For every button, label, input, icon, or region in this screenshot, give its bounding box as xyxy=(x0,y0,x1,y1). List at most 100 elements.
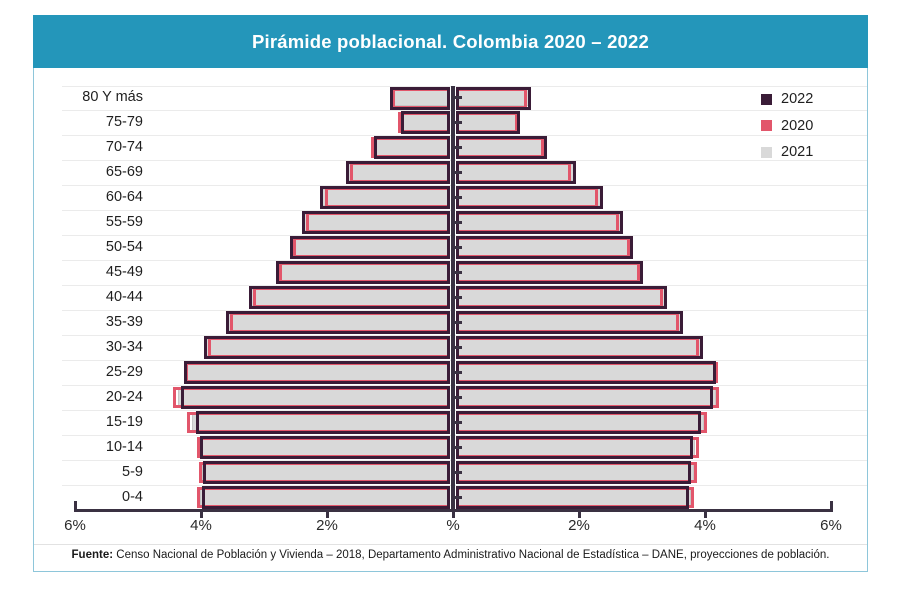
gridline xyxy=(62,360,867,362)
center-axis-tick xyxy=(455,196,462,200)
x-axis-tick xyxy=(703,511,707,518)
x-axis-tick xyxy=(451,511,455,518)
bar-2022-left-80 Y más xyxy=(390,86,450,110)
center-axis-line xyxy=(451,85,455,511)
bar-2022-right-5-9 xyxy=(456,461,691,485)
gridline xyxy=(62,85,867,87)
bar-2022-left-50-54 xyxy=(289,236,450,260)
center-axis-tick xyxy=(455,246,462,250)
bar-2022-right-0-4 xyxy=(456,486,690,510)
legend-item-2020: 2020 xyxy=(761,118,813,134)
x-axis-end-cap xyxy=(829,500,833,509)
bar-2022-left-5-9 xyxy=(203,461,450,485)
bar-2022-left-65-69 xyxy=(346,161,450,185)
gridline xyxy=(62,110,867,112)
age-label: 25-29 xyxy=(105,363,143,380)
bar-2022-right-75-79 xyxy=(456,111,521,135)
gridline xyxy=(62,160,867,162)
gridline xyxy=(62,285,867,287)
center-axis-tick xyxy=(455,421,462,425)
bar-2022-right-80 Y más xyxy=(456,86,531,110)
bar-2022-right-10-14 xyxy=(456,436,693,460)
age-label: 15-19 xyxy=(105,413,143,430)
bar-2022-left-70-74 xyxy=(373,136,450,160)
age-label: 30-34 xyxy=(105,338,143,355)
bar-2022-right-20-24 xyxy=(456,386,714,410)
bar-2022-left-25-29 xyxy=(184,361,450,385)
gridline xyxy=(62,310,867,312)
bar-2022-right-55-59 xyxy=(456,211,623,235)
age-label: 5-9 xyxy=(122,463,143,480)
age-label: 0-4 xyxy=(122,488,143,505)
bar-2022-left-40-44 xyxy=(249,286,450,310)
center-axis-tick xyxy=(455,321,462,325)
center-axis-tick xyxy=(455,371,462,375)
legend-swatch-2022 xyxy=(761,93,772,105)
chart-panel xyxy=(33,15,868,572)
legend-swatch-2021 xyxy=(761,146,772,158)
bar-2022-left-0-4 xyxy=(201,486,450,510)
legend-label-2020: 2020 xyxy=(781,117,814,134)
age-label: 50-54 xyxy=(105,238,143,255)
bar-2022-right-40-44 xyxy=(456,286,668,310)
age-label: 70-74 xyxy=(105,138,143,155)
bar-2022-left-75-79 xyxy=(400,111,450,135)
bar-2022-left-20-24 xyxy=(180,386,450,410)
bar-2022-left-30-34 xyxy=(204,336,450,360)
bar-2022-right-60-64 xyxy=(456,186,603,210)
gridline xyxy=(62,260,867,262)
gridline xyxy=(62,485,867,487)
legend-item-2021: 2021 xyxy=(761,144,813,160)
x-axis-tick xyxy=(577,511,581,518)
x-axis-label: 4% xyxy=(694,517,716,534)
legend-label-2022: 2022 xyxy=(781,91,814,107)
age-label: 35-39 xyxy=(105,313,143,330)
age-label: 80 Y más xyxy=(82,89,143,105)
x-axis-label: % xyxy=(446,517,460,534)
legend-label-2021: 2021 xyxy=(781,144,814,160)
age-label: 75-79 xyxy=(105,113,143,130)
bar-2022-left-10-14 xyxy=(199,436,450,460)
x-axis-tick xyxy=(325,511,329,518)
x-axis-label: 6% xyxy=(820,517,842,534)
bar-2022-right-15-19 xyxy=(456,411,702,435)
x-axis-tick xyxy=(199,511,203,518)
age-label: 65-69 xyxy=(105,163,143,180)
center-axis-tick xyxy=(455,146,462,150)
gridline xyxy=(62,460,867,462)
center-axis-tick xyxy=(455,221,462,225)
bar-2022-right-25-29 xyxy=(456,361,717,385)
gridline xyxy=(62,435,867,437)
gridline xyxy=(62,185,867,187)
bar-2022-right-45-49 xyxy=(456,261,644,285)
legend-item-2022: 2022 xyxy=(761,91,813,107)
bar-2022-left-45-49 xyxy=(276,261,450,285)
x-axis-end-cap xyxy=(73,500,77,509)
x-axis-label: 6% xyxy=(64,517,86,534)
gridline xyxy=(62,210,867,212)
center-axis-tick xyxy=(455,121,462,125)
center-axis-tick xyxy=(455,446,462,450)
bar-2022-right-35-39 xyxy=(456,311,683,335)
center-axis-tick xyxy=(455,96,462,100)
gridline xyxy=(62,410,867,412)
center-axis-tick xyxy=(455,346,462,350)
bar-2022-right-50-54 xyxy=(456,236,634,260)
source-label: Fuente: xyxy=(71,549,114,561)
footer-divider xyxy=(34,544,867,545)
age-label: 20-24 xyxy=(105,388,143,405)
age-label: 60-64 xyxy=(105,188,143,205)
age-label: 40-44 xyxy=(105,288,143,305)
center-axis-tick xyxy=(455,171,462,175)
center-axis-tick xyxy=(455,496,462,499)
center-axis-tick xyxy=(455,296,462,300)
bar-2022-left-60-64 xyxy=(320,186,450,210)
center-axis-tick xyxy=(455,471,462,475)
center-axis-tick xyxy=(455,396,462,400)
x-axis-label: 2% xyxy=(568,517,590,534)
x-axis-label: 4% xyxy=(190,517,212,534)
age-label: 55-59 xyxy=(105,213,143,230)
bar-2022-right-30-34 xyxy=(456,336,703,360)
bar-2022-right-65-69 xyxy=(456,161,576,185)
gridline xyxy=(62,235,867,237)
